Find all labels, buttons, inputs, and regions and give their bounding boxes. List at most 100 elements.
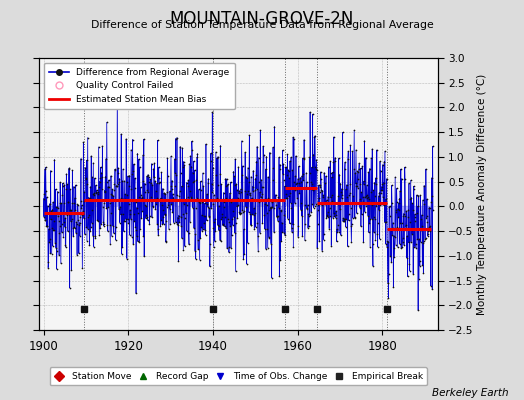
Point	[222, 225, 230, 232]
Point	[359, 239, 368, 245]
Point	[179, 163, 187, 170]
Point	[400, 242, 408, 248]
Point	[131, 175, 139, 182]
Point	[305, 212, 313, 219]
Point	[378, 183, 386, 190]
Point	[139, 136, 148, 142]
Point	[113, 182, 121, 189]
Point	[340, 218, 348, 224]
Point	[372, 175, 380, 181]
Point	[427, 223, 435, 230]
Point	[88, 220, 96, 226]
Point	[397, 245, 406, 252]
Point	[363, 192, 371, 198]
Point	[52, 266, 61, 272]
Point	[197, 187, 205, 193]
Point	[185, 160, 193, 167]
Point	[122, 179, 130, 186]
Point	[263, 226, 271, 233]
Point	[352, 180, 360, 186]
Point	[354, 185, 362, 192]
Point	[242, 174, 250, 180]
Point	[173, 221, 182, 228]
Point	[324, 214, 333, 220]
Point	[326, 212, 334, 219]
Point	[177, 214, 185, 220]
Point	[101, 174, 110, 180]
Point	[214, 154, 222, 160]
Point	[350, 127, 358, 134]
Point	[258, 220, 267, 226]
Point	[94, 218, 103, 224]
Point	[150, 197, 159, 203]
Point	[410, 214, 419, 220]
Point	[266, 240, 275, 247]
Point	[203, 204, 212, 210]
Point	[422, 214, 430, 221]
Point	[236, 211, 244, 218]
Point	[240, 207, 248, 214]
Point	[282, 195, 290, 202]
Point	[265, 207, 274, 213]
Point	[285, 167, 293, 174]
Point	[199, 170, 207, 176]
Point	[66, 285, 74, 291]
Point	[72, 221, 81, 227]
Point	[248, 195, 256, 202]
Point	[319, 194, 327, 200]
Point	[280, 212, 289, 219]
Point	[208, 109, 216, 115]
Point	[170, 183, 179, 189]
Point	[224, 181, 232, 187]
Point	[253, 143, 261, 150]
Point	[178, 235, 186, 242]
Point	[170, 196, 178, 203]
Point	[415, 236, 423, 242]
Point	[184, 177, 192, 183]
Point	[212, 149, 220, 155]
Point	[142, 211, 150, 218]
Point	[182, 196, 190, 202]
Point	[354, 176, 362, 182]
Point	[233, 203, 241, 210]
Point	[427, 199, 435, 206]
Point	[405, 239, 413, 246]
Point	[387, 182, 396, 189]
Point	[222, 194, 231, 201]
Point	[195, 256, 204, 263]
Point	[47, 168, 55, 174]
Point	[76, 214, 84, 221]
Point	[53, 188, 62, 195]
Point	[268, 199, 276, 205]
Point	[291, 186, 300, 192]
Point	[421, 236, 429, 242]
Point	[196, 200, 204, 206]
Point	[43, 203, 52, 209]
Point	[241, 197, 249, 203]
Point	[254, 248, 263, 255]
Point	[305, 154, 313, 160]
Point	[132, 290, 140, 297]
Point	[414, 307, 422, 314]
Point	[233, 186, 241, 193]
Point	[340, 216, 348, 222]
Point	[303, 202, 312, 208]
Point	[117, 195, 125, 201]
Point	[147, 160, 156, 167]
Point	[322, 197, 331, 203]
Point	[296, 174, 304, 181]
Point	[97, 185, 106, 192]
Point	[40, 191, 48, 198]
Point	[202, 141, 210, 147]
Point	[147, 198, 155, 204]
Point	[235, 209, 244, 216]
Point	[135, 164, 144, 170]
Point	[101, 189, 109, 196]
Point	[226, 190, 234, 196]
Point	[183, 201, 191, 208]
Point	[412, 192, 421, 198]
Point	[410, 243, 419, 250]
Point	[248, 211, 256, 217]
Point	[82, 223, 91, 230]
Point	[110, 230, 118, 236]
